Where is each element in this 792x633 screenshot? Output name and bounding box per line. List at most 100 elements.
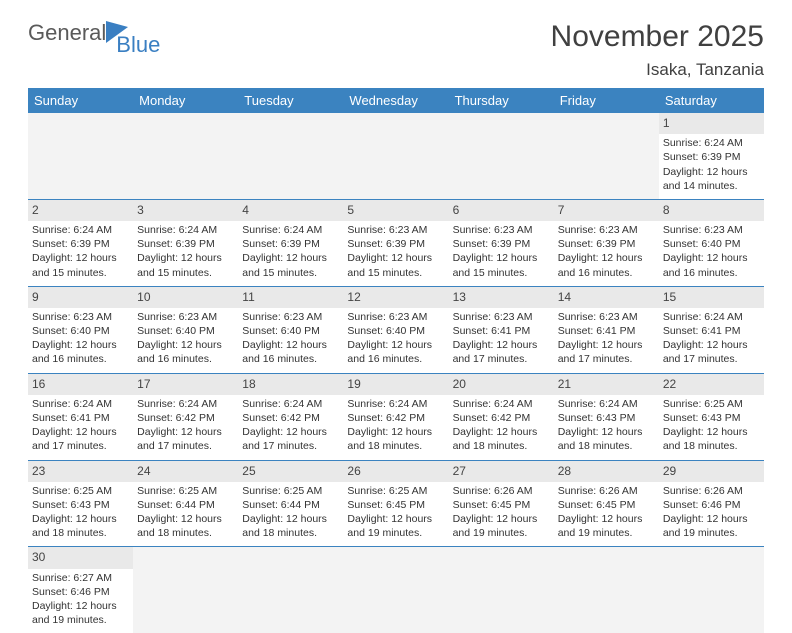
day-details: Sunrise: 6:23 AMSunset: 6:40 PMDaylight:…: [347, 310, 444, 367]
month-title: November 2025: [551, 20, 764, 54]
calendar-row: 2 Sunrise: 6:24 AMSunset: 6:39 PMDaylight…: [28, 199, 764, 286]
calendar-cell-26: 26Sunrise: 6:25 AMSunset: 6:45 PMDayligh…: [343, 460, 448, 547]
dayname-thursday: Thursday: [449, 88, 554, 113]
day-number: 13: [453, 289, 550, 305]
dayname-saturday: Saturday: [659, 88, 764, 113]
calendar-cell-empty: [659, 547, 764, 633]
day-details: Sunrise: 6:26 AMSunset: 6:45 PMDaylight:…: [453, 484, 550, 541]
calendar-cell-18: 18 Sunrise: 6:24 AMSunset: 6:42 PMDayligh…: [238, 373, 343, 460]
day-number: 16: [32, 376, 129, 392]
day-details: Sunrise: 6:24 AMSunset: 6:39 PMDaylight:…: [663, 136, 760, 193]
calendar-cell-17: 17 Sunrise: 6:24 AMSunset: 6:42 PMDayligh…: [133, 373, 238, 460]
day-number: 29: [663, 463, 760, 479]
day-details: Sunrise: 6:27 AMSunset: 6:46 PMDaylight:…: [32, 571, 129, 628]
day-details: Sunrise: 6:24 AMSunset: 6:42 PMDaylight:…: [347, 397, 444, 454]
day-details: Sunrise: 6:25 AMSunset: 6:45 PMDaylight:…: [347, 484, 444, 541]
calendar-cell-empty: [449, 547, 554, 633]
calendar-cell-empty: [28, 113, 133, 199]
day-number: 23: [32, 463, 129, 479]
brand-text-1: General: [28, 20, 106, 46]
day-number: 7: [558, 202, 655, 218]
dayname-friday: Friday: [554, 88, 659, 113]
day-number: 14: [558, 289, 655, 305]
calendar-cell-3: 3 Sunrise: 6:24 AMSunset: 6:39 PMDaylight…: [133, 199, 238, 286]
day-number: 21: [558, 376, 655, 392]
calendar-cell-empty: [238, 547, 343, 633]
day-details: Sunrise: 6:25 AMSunset: 6:43 PMDaylight:…: [32, 484, 129, 541]
day-details: Sunrise: 6:24 AMSunset: 6:39 PMDaylight:…: [137, 223, 234, 280]
calendar-cell-empty: [554, 547, 659, 633]
day-details: Sunrise: 6:24 AMSunset: 6:42 PMDaylight:…: [137, 397, 234, 454]
dayname-row: SundayMondayTuesdayWednesdayThursdayFrid…: [28, 88, 764, 113]
calendar-row: 16Sunrise: 6:24 AMSunset: 6:41 PMDayligh…: [28, 373, 764, 460]
day-number: 8: [663, 202, 760, 218]
calendar-table: SundayMondayTuesdayWednesdayThursdayFrid…: [28, 88, 764, 633]
calendar-row: 9 Sunrise: 6:23 AMSunset: 6:40 PMDaylight…: [28, 286, 764, 373]
page-header: General Blue November 2025 Isaka, Tanzan…: [28, 20, 764, 80]
day-number: 2: [32, 202, 129, 218]
day-number: 27: [453, 463, 550, 479]
day-number: 4: [242, 202, 339, 218]
day-details: Sunrise: 6:23 AMSunset: 6:40 PMDaylight:…: [663, 223, 760, 280]
calendar-cell-empty: [449, 113, 554, 199]
day-number: 11: [242, 289, 339, 305]
calendar-cell-20: 20 Sunrise: 6:24 AMSunset: 6:42 PMDayligh…: [449, 373, 554, 460]
day-number: 15: [663, 289, 760, 305]
day-details: Sunrise: 6:23 AMSunset: 6:39 PMDaylight:…: [347, 223, 444, 280]
day-details: Sunrise: 6:23 AMSunset: 6:41 PMDaylight:…: [558, 310, 655, 367]
day-details: Sunrise: 6:25 AMSunset: 6:43 PMDaylight:…: [663, 397, 760, 454]
calendar-cell-2: 2 Sunrise: 6:24 AMSunset: 6:39 PMDaylight…: [28, 199, 133, 286]
calendar-cell-5: 5 Sunrise: 6:23 AMSunset: 6:39 PMDaylight…: [343, 199, 448, 286]
location-name: Isaka, Tanzania: [551, 60, 764, 80]
day-number: 10: [137, 289, 234, 305]
calendar-cell-7: 7 Sunrise: 6:23 AMSunset: 6:39 PMDaylight…: [554, 199, 659, 286]
day-details: Sunrise: 6:26 AMSunset: 6:45 PMDaylight:…: [558, 484, 655, 541]
calendar-cell-21: 21Sunrise: 6:24 AMSunset: 6:43 PMDayligh…: [554, 373, 659, 460]
day-number: 9: [32, 289, 129, 305]
day-number: 19: [347, 376, 444, 392]
dayname-monday: Monday: [133, 88, 238, 113]
day-number: 6: [453, 202, 550, 218]
calendar-cell-16: 16Sunrise: 6:24 AMSunset: 6:41 PMDayligh…: [28, 373, 133, 460]
day-number: 25: [242, 463, 339, 479]
day-details: Sunrise: 6:23 AMSunset: 6:40 PMDaylight:…: [242, 310, 339, 367]
calendar-cell-8: 8 Sunrise: 6:23 AMSunset: 6:40 PMDaylight…: [659, 199, 764, 286]
day-details: Sunrise: 6:24 AMSunset: 6:41 PMDaylight:…: [663, 310, 760, 367]
dayname-tuesday: Tuesday: [238, 88, 343, 113]
day-details: Sunrise: 6:24 AMSunset: 6:39 PMDaylight:…: [242, 223, 339, 280]
day-details: Sunrise: 6:23 AMSunset: 6:40 PMDaylight:…: [137, 310, 234, 367]
calendar-cell-10: 10 Sunrise: 6:23 AMSunset: 6:40 PMDayligh…: [133, 286, 238, 373]
day-number: 5: [347, 202, 444, 218]
day-details: Sunrise: 6:24 AMSunset: 6:42 PMDaylight:…: [453, 397, 550, 454]
calendar-cell-29: 29Sunrise: 6:26 AMSunset: 6:46 PMDayligh…: [659, 460, 764, 547]
dayname-sunday: Sunday: [28, 88, 133, 113]
calendar-cell-9: 9 Sunrise: 6:23 AMSunset: 6:40 PMDaylight…: [28, 286, 133, 373]
calendar-row: 1Sunrise: 6:24 AMSunset: 6:39 PMDaylight…: [28, 113, 764, 199]
day-number: 12: [347, 289, 444, 305]
day-details: Sunrise: 6:23 AMSunset: 6:40 PMDaylight:…: [32, 310, 129, 367]
calendar-cell-4: 4 Sunrise: 6:24 AMSunset: 6:39 PMDaylight…: [238, 199, 343, 286]
day-details: Sunrise: 6:24 AMSunset: 6:39 PMDaylight:…: [32, 223, 129, 280]
day-number: 20: [453, 376, 550, 392]
day-number: 24: [137, 463, 234, 479]
calendar-body: 1Sunrise: 6:24 AMSunset: 6:39 PMDaylight…: [28, 113, 764, 633]
day-details: Sunrise: 6:25 AMSunset: 6:44 PMDaylight:…: [242, 484, 339, 541]
calendar-cell-30: 30Sunrise: 6:27 AMSunset: 6:46 PMDayligh…: [28, 547, 133, 633]
day-details: Sunrise: 6:24 AMSunset: 6:42 PMDaylight:…: [242, 397, 339, 454]
brand-text-2: Blue: [116, 32, 160, 58]
calendar-cell-1: 1Sunrise: 6:24 AMSunset: 6:39 PMDaylight…: [659, 113, 764, 199]
day-number: 17: [137, 376, 234, 392]
day-number: 18: [242, 376, 339, 392]
brand-logo: General Blue: [28, 20, 160, 46]
day-details: Sunrise: 6:23 AMSunset: 6:41 PMDaylight:…: [453, 310, 550, 367]
calendar-cell-empty: [238, 113, 343, 199]
day-number: 3: [137, 202, 234, 218]
calendar-cell-empty: [133, 113, 238, 199]
calendar-cell-empty: [554, 113, 659, 199]
day-details: Sunrise: 6:23 AMSunset: 6:39 PMDaylight:…: [558, 223, 655, 280]
calendar-cell-22: 22Sunrise: 6:25 AMSunset: 6:43 PMDayligh…: [659, 373, 764, 460]
calendar-cell-23: 23 Sunrise: 6:25 AMSunset: 6:43 PMDayligh…: [28, 460, 133, 547]
calendar-cell-25: 25 Sunrise: 6:25 AMSunset: 6:44 PMDayligh…: [238, 460, 343, 547]
title-block: November 2025 Isaka, Tanzania: [551, 20, 764, 80]
calendar-cell-14: 14 Sunrise: 6:23 AMSunset: 6:41 PMDayligh…: [554, 286, 659, 373]
